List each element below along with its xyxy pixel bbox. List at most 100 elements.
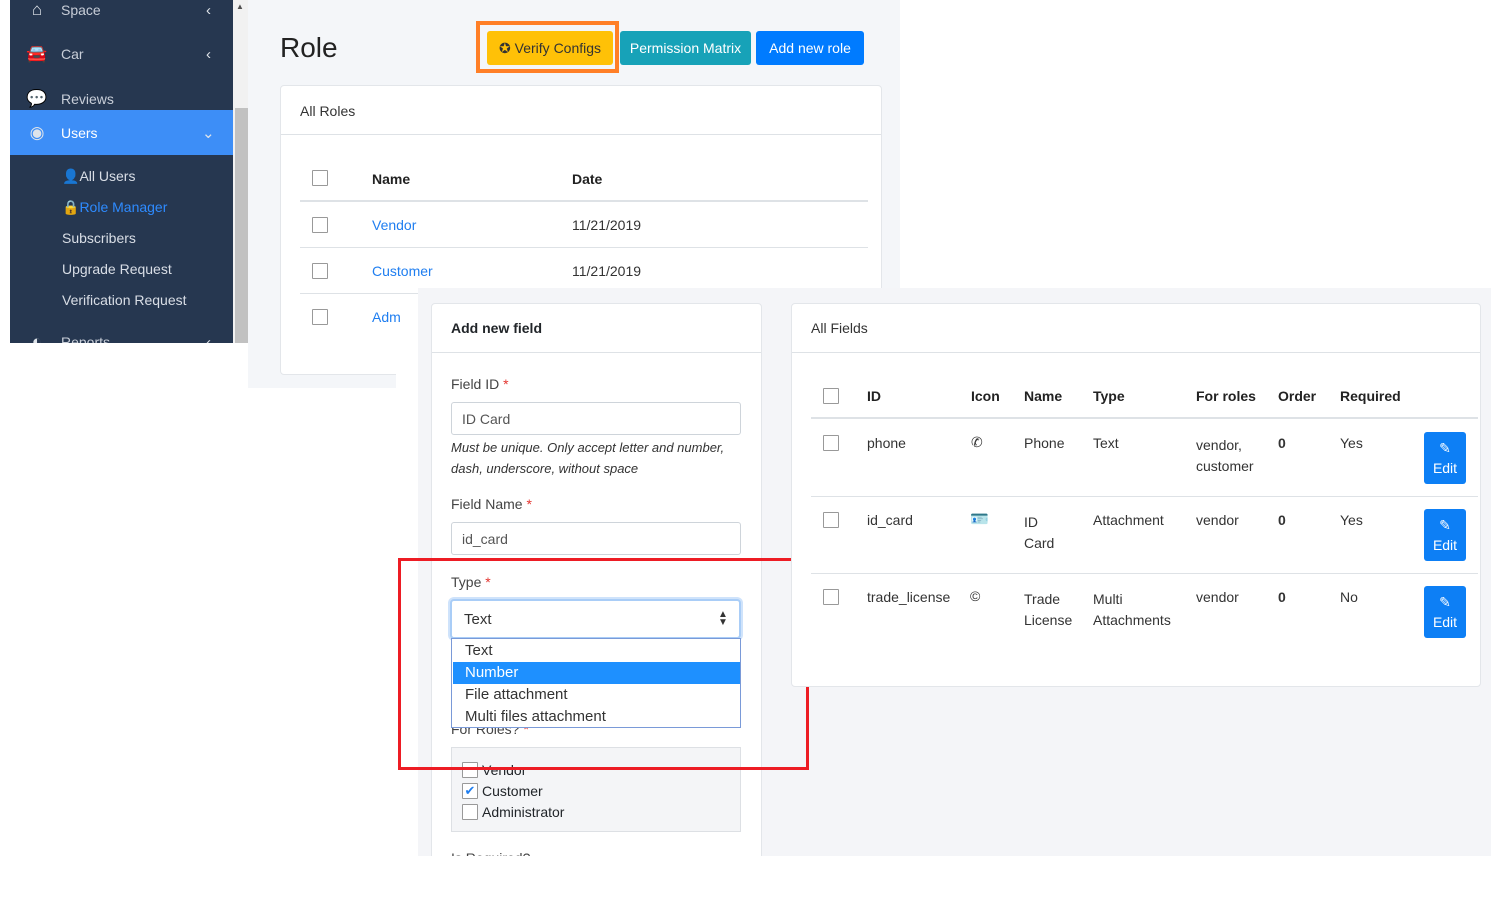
field-required: Yes — [1340, 435, 1363, 451]
phone-icon: ✆ — [971, 434, 983, 450]
check-circle-icon: ✪ — [498, 39, 511, 56]
column-header-type: Type — [1093, 388, 1125, 404]
edit-icon: ✎ — [1439, 594, 1451, 610]
highlight-box — [476, 21, 619, 73]
field-order: 0 — [1278, 589, 1286, 605]
field-order: 0 — [1278, 512, 1286, 528]
edit-button[interactable]: ✎ Edit — [1424, 432, 1466, 484]
field-roles: vendor, customer — [1196, 437, 1254, 474]
field-id-input[interactable]: ID Card — [451, 402, 741, 435]
checkbox-checked[interactable]: ✔ — [462, 783, 478, 799]
pie-chart-icon: ◐ — [31, 332, 43, 343]
required-label: Is Required? — [451, 850, 530, 856]
field-roles: vendor — [1196, 589, 1239, 605]
card-title: Add new field — [451, 320, 542, 336]
role-link[interactable]: Vendor — [372, 217, 417, 233]
edit-icon: ✎ — [1439, 440, 1451, 456]
row-checkbox[interactable] — [312, 263, 328, 279]
edit-button[interactable]: ✎ Edit — [1424, 509, 1466, 561]
field-type: Multi Attachments — [1093, 591, 1171, 628]
sidebar-sub-upgrade-request[interactable]: Upgrade Request — [62, 261, 172, 277]
field-id-help: Must be unique. Only accept letter and n… — [451, 440, 725, 476]
lock-icon: 🔒 — [62, 199, 80, 215]
role-date: 11/21/2019 — [572, 217, 642, 233]
chevron-left-icon: ‹ — [206, 45, 211, 63]
column-header-name: Name — [1024, 388, 1063, 404]
id-card-icon: 🪪 — [970, 511, 989, 528]
row-checkbox[interactable] — [312, 217, 328, 233]
row-checkbox[interactable] — [823, 435, 839, 451]
sidebar-sub-all-users[interactable]: 👤All Users — [62, 168, 136, 184]
sidebar-item-users[interactable]: ◉ Users ⌄ — [10, 110, 233, 155]
role-date: 11/21/2019 — [572, 263, 642, 279]
home-icon: ⌂ — [31, 0, 43, 19]
column-header-icon: Icon — [971, 388, 1000, 404]
field-roles: vendor — [1196, 512, 1239, 528]
row-checkbox[interactable] — [312, 309, 328, 325]
role-option-administrator[interactable]: Administrator — [462, 804, 564, 820]
car-icon: 🚘 — [26, 44, 48, 63]
field-required: No — [1340, 589, 1358, 605]
sidebar: ⌂ Space ‹ 🚘 Car ‹ 💬 Reviews ◉ Users ⌄ 👤All User… — [10, 0, 233, 343]
column-header-order: Order — [1278, 388, 1317, 404]
type-option[interactable]: File attachment — [465, 686, 568, 703]
column-header-name: Name — [372, 171, 411, 187]
permission-matrix-button[interactable]: Permission Matrix — [620, 31, 751, 65]
sidebar-sub-verification-request[interactable]: Verification Request — [62, 292, 187, 308]
type-option[interactable]: Text — [465, 642, 493, 659]
role-link[interactable]: Customer — [372, 263, 433, 279]
column-header-required: Required — [1340, 388, 1401, 404]
type-dropdown: Text Number File attachment Multi files … — [451, 638, 741, 728]
card-title: All Roles — [300, 103, 356, 119]
verify-configs-button[interactable]: ✪ Verify Configs — [487, 31, 613, 65]
type-select[interactable]: Text ▲ ▼ — [450, 599, 741, 639]
field-name-label: Field Name * — [451, 496, 532, 512]
scrollbar-thumb[interactable] — [235, 108, 248, 343]
row-checkbox[interactable] — [823, 512, 839, 528]
row-checkbox[interactable] — [823, 589, 839, 605]
highlight-box — [398, 558, 809, 770]
sidebar-sub-subscribers[interactable]: Subscribers — [62, 230, 136, 246]
role-link[interactable]: Adm — [372, 309, 401, 325]
role-option-customer[interactable]: ✔ Customer — [462, 783, 543, 799]
comment-icon: 💬 — [26, 89, 48, 108]
field-id: trade_license — [867, 589, 951, 605]
all-fields-card — [791, 303, 1481, 687]
type-option-highlighted[interactable]: Number — [453, 662, 740, 684]
type-label: Type * — [451, 574, 491, 590]
scroll-up-icon[interactable]: ▲ — [236, 2, 244, 11]
field-id: phone — [867, 435, 906, 451]
field-required: Yes — [1340, 512, 1363, 528]
sidebar-item-space[interactable]: ⌂ Space ‹ — [10, 0, 233, 32]
sidebar-item-car[interactable]: 🚘 Car ‹ — [26, 44, 211, 63]
column-header-for-roles: For roles — [1196, 388, 1256, 404]
field-type: Text — [1093, 435, 1119, 451]
select-all-checkbox[interactable] — [823, 388, 839, 404]
chevron-left-icon: ‹ — [206, 1, 211, 19]
sidebar-item-reports[interactable]: ◐ Reports ‹ — [10, 320, 233, 343]
scrollbar[interactable]: ▲ — [233, 0, 248, 343]
field-name: Trade License — [1024, 591, 1073, 628]
column-header-date: Date — [572, 171, 603, 187]
select-all-checkbox[interactable] — [312, 170, 328, 186]
users-icon: ◉ — [29, 122, 45, 142]
sidebar-item-reviews[interactable]: 💬 Reviews — [26, 89, 114, 108]
sidebar-sub-role-manager[interactable]: 🔒Role Manager — [62, 199, 168, 215]
edit-button[interactable]: ✎ Edit — [1424, 586, 1466, 638]
chevron-down-icon: ⌄ — [202, 124, 215, 142]
type-option[interactable]: Multi files attachment — [465, 708, 606, 725]
edit-icon: ✎ — [1439, 517, 1451, 533]
checkbox[interactable] — [462, 804, 478, 820]
role-option-vendor[interactable]: Vendor — [462, 762, 526, 778]
add-new-role-button[interactable]: Add new role — [756, 31, 864, 65]
copyright-icon: © — [970, 588, 981, 604]
card-title: All Fields — [811, 320, 868, 336]
checkbox[interactable] — [462, 762, 478, 778]
field-name-input[interactable]: id_card — [451, 522, 741, 555]
page-title: Role — [280, 32, 338, 63]
field-name: Phone — [1024, 435, 1065, 451]
field-id: id_card — [867, 512, 913, 528]
field-type: Attachment — [1093, 512, 1164, 528]
field-order: 0 — [1278, 435, 1286, 451]
roles-box: Vendor ✔ Customer Administrator — [451, 747, 741, 832]
